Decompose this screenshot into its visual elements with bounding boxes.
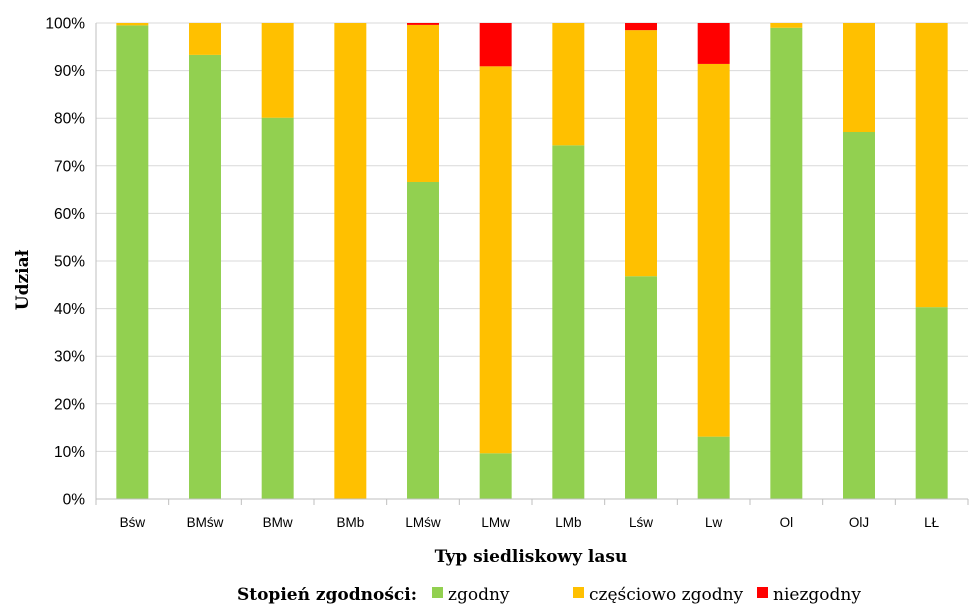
gridlines — [96, 22, 968, 452]
bars — [116, 23, 948, 499]
bar-segment-częściowo-zgodny — [552, 23, 585, 146]
y-tick-label: 50% — [54, 254, 85, 271]
x-tick-label: Bśw — [120, 515, 146, 530]
y-tick-label: 90% — [54, 63, 85, 80]
bar-segment-częściowo-zgodny — [915, 23, 948, 308]
x-tick-labels: Bśw BMśw BMw BMb LMśw LMw LMb Lśw Lw Ol OlJ LŁ — [120, 515, 940, 530]
axes — [95, 23, 969, 505]
bar-segment-zgodny — [697, 436, 730, 499]
bar-segment-częściowo-zgodny — [770, 23, 803, 28]
x-tick-label: BMb — [336, 515, 364, 530]
bar-segment-zgodny — [261, 117, 294, 499]
x-tick-label: Lw — [705, 515, 723, 530]
bar-segment-częściowo-zgodny — [843, 23, 875, 133]
bar-segment-zgodny — [915, 307, 948, 499]
y-axis-title: Udział — [13, 249, 33, 310]
legend-label: niezgodny — [773, 585, 861, 605]
x-tick-label: OlJ — [849, 515, 869, 530]
bar-segment-częściowo-zgodny — [334, 23, 367, 499]
bar-segment-niezgodny — [479, 23, 512, 67]
legend-swatch — [432, 587, 443, 598]
x-axis-title: Typ siedliskowy lasu — [435, 547, 628, 567]
x-tick-label: LMw — [481, 515, 510, 530]
legend-label: częściowo zgodny — [589, 585, 744, 605]
legend: Stopień zgodności: zgodny częściowo zgodn… — [237, 585, 861, 605]
bar-segment-zgodny — [407, 181, 439, 499]
legend-title: Stopień zgodności: — [237, 585, 417, 605]
bar-segment-niezgodny — [407, 23, 439, 25]
x-tick-label: LŁ — [924, 515, 940, 530]
x-tick-label: Lśw — [629, 515, 653, 530]
y-tick-label: 100% — [45, 16, 85, 33]
y-tick-labels: 0% 10% 20% 30% 40% 50% 60% 70% 80% 90% 100% — [45, 16, 85, 509]
bar-segment-zgodny — [625, 276, 657, 499]
bar-segment-częściowo-zgodny — [625, 30, 657, 277]
bar-segment-niezgodny — [625, 23, 657, 31]
y-tick-label: 70% — [54, 158, 85, 175]
bar-segment-zgodny — [189, 54, 221, 499]
x-tick-label: LMb — [555, 515, 581, 530]
bar-segment-częściowo-zgodny — [261, 23, 294, 118]
bar-segment-zgodny — [843, 132, 875, 499]
legend-swatch — [573, 587, 584, 598]
x-tick-label: Ol — [780, 515, 794, 530]
bar-segment-zgodny — [770, 27, 803, 499]
bar-segment-częściowo-zgodny — [116, 23, 149, 26]
y-tick-label: 20% — [54, 396, 85, 413]
y-tick-label: 60% — [54, 206, 85, 223]
bar-segment-częściowo-zgodny — [697, 63, 730, 437]
bar-segment-zgodny — [552, 145, 585, 499]
bar-segment-częściowo-zgodny — [479, 66, 512, 454]
legend-label: zgodny — [448, 585, 510, 605]
bar-segment-częściowo-zgodny — [189, 23, 221, 55]
x-tick-label: BMśw — [187, 515, 224, 530]
y-tick-label: 40% — [54, 301, 85, 318]
legend-items: zgodny częściowo zgodny niezgodny — [432, 585, 861, 605]
y-tick-label: 0% — [63, 492, 86, 509]
y-tick-label: 80% — [54, 111, 85, 128]
x-tick-label: LMśw — [405, 515, 441, 530]
y-tick-label: 30% — [54, 349, 85, 366]
bar-segment-zgodny — [116, 25, 149, 499]
legend-swatch — [757, 587, 768, 598]
bar-segment-zgodny — [479, 453, 512, 499]
bar-segment-niezgodny — [697, 23, 730, 64]
bar-segment-częściowo-zgodny — [407, 24, 439, 182]
y-tick-label: 10% — [54, 444, 85, 461]
x-tick-label: BMw — [263, 515, 293, 530]
